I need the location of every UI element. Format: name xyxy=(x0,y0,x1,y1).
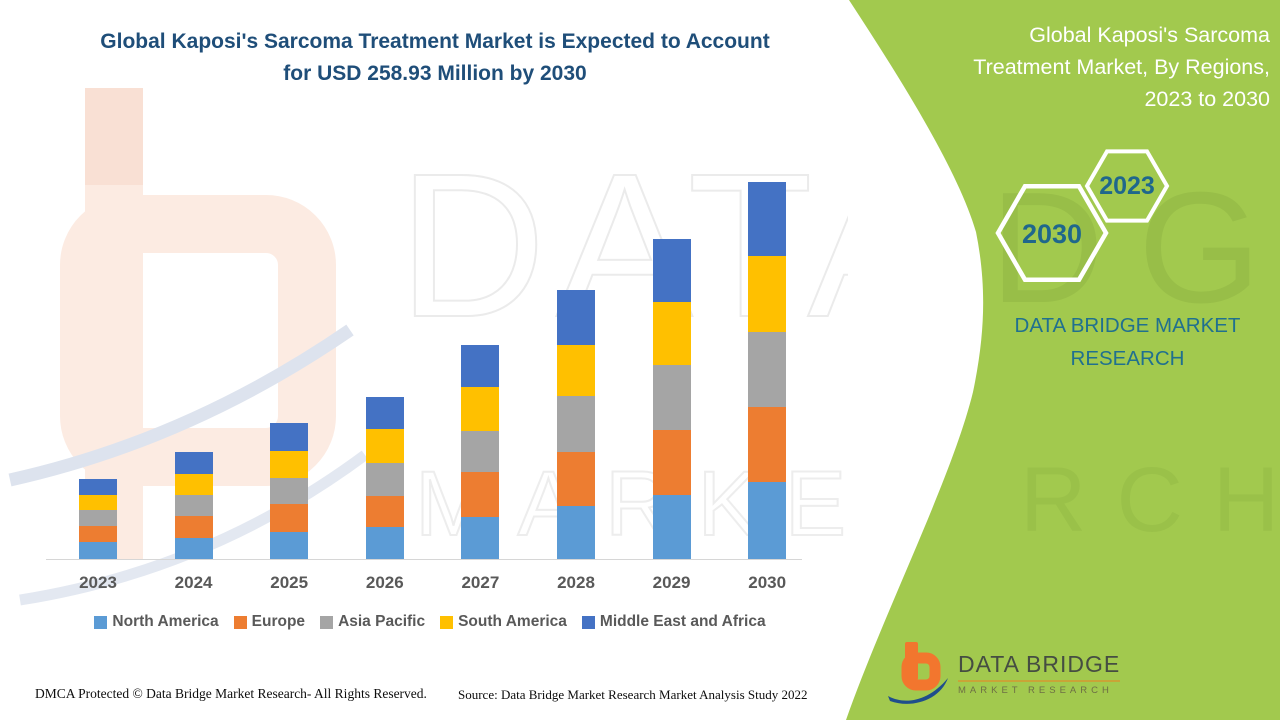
bar-2029 xyxy=(652,238,691,559)
legend-marker xyxy=(320,615,334,629)
company-logo: DATA BRIDGE MARKET RESEARCH xyxy=(886,638,1121,708)
segment-asia-pacific-2030 xyxy=(748,332,787,407)
hexagon-2023-label: 2023 xyxy=(1099,172,1155,200)
segment-north-america-2024 xyxy=(174,537,213,559)
stacked-bar-chart: 2023 2024 2025 2026 2027 2028 2029 2030 North A… xyxy=(46,100,810,640)
year-hexagons: 2030 2023 xyxy=(995,149,1170,283)
legend-marker xyxy=(94,615,108,629)
company-logo-subtitle: MARKET RESEARCH xyxy=(958,684,1113,696)
panel-brand-line1: DATA BRIDGE MARKET xyxy=(1014,314,1241,337)
segment-north-america-2029 xyxy=(652,494,691,559)
segment-middle-east-and-africa-2029 xyxy=(652,238,691,303)
segment-middle-east-and-africa-2027 xyxy=(461,345,500,388)
segment-south-america-2027 xyxy=(461,387,500,431)
bar-2023 xyxy=(79,479,117,559)
segment-europe-2024 xyxy=(174,516,213,538)
bar-2025 xyxy=(270,422,309,559)
company-logo-rule xyxy=(958,679,1121,682)
segment-north-america-2026 xyxy=(365,527,404,559)
hexagon-2023 xyxy=(1084,149,1170,223)
bar-2024 xyxy=(174,452,213,559)
panel-brand-text: DATA BRIDGE MARKET RESEARCH xyxy=(985,310,1270,376)
legend-item-north-america: North America xyxy=(94,613,219,631)
segment-asia-pacific-2023 xyxy=(79,510,117,526)
legend-label: Middle East and Africa xyxy=(599,613,766,630)
segment-asia-pacific-2026 xyxy=(365,462,404,496)
footer-dmca-text: DMCA Protected © Data Bridge Market Rese… xyxy=(35,686,427,701)
segment-south-america-2023 xyxy=(79,495,117,511)
chart-title: Global Kaposi's Sarcoma Treatment Market… xyxy=(100,30,770,85)
x-axis-label-2027: 2027 xyxy=(461,573,500,592)
panel-brand-line2: RESEARCH xyxy=(1070,346,1185,370)
legend-label: South America xyxy=(458,613,567,630)
segment-europe-2027 xyxy=(461,471,500,517)
hexagon-2030-label: 2030 xyxy=(1022,219,1082,249)
segment-europe-2029 xyxy=(652,430,691,495)
segment-middle-east-and-africa-2028 xyxy=(557,289,595,345)
segment-south-america-2029 xyxy=(652,302,691,366)
segment-north-america-2025 xyxy=(270,532,309,559)
chart-legend: North America Europe Asia Pacific South Ame… xyxy=(50,613,810,631)
segment-europe-2028 xyxy=(557,452,595,506)
legend-item-middle-east-and-africa: Middle East and Africa xyxy=(581,613,766,631)
segment-middle-east-and-africa-2025 xyxy=(270,422,309,452)
x-axis-label-2029: 2029 xyxy=(652,573,691,592)
legend-marker xyxy=(440,615,454,629)
segment-europe-2023 xyxy=(79,525,117,543)
segment-south-america-2025 xyxy=(270,451,309,479)
segment-middle-east-and-africa-2023 xyxy=(79,479,117,496)
segment-asia-pacific-2027 xyxy=(461,430,500,472)
segment-south-america-2026 xyxy=(365,428,404,463)
legend-marker xyxy=(233,615,247,629)
segment-europe-2026 xyxy=(365,495,404,527)
segment-north-america-2023 xyxy=(79,542,117,559)
company-logo-icon xyxy=(888,642,948,704)
segment-north-america-2028 xyxy=(557,505,595,559)
panel-title: Global Kaposi's Sarcoma Treatment Market… xyxy=(973,23,1270,111)
x-axis-label-2024: 2024 xyxy=(174,573,213,592)
segment-asia-pacific-2024 xyxy=(174,495,213,517)
x-axis-label-2026: 2026 xyxy=(365,573,404,592)
x-axis-label-2023: 2023 xyxy=(79,573,117,592)
x-axis-line xyxy=(46,559,802,560)
segment-asia-pacific-2028 xyxy=(557,395,595,453)
legend-label: Asia Pacific xyxy=(338,613,426,630)
segment-asia-pacific-2029 xyxy=(652,365,691,431)
segment-north-america-2030 xyxy=(748,482,787,559)
bar-2028 xyxy=(557,289,595,559)
legend-item-asia-pacific: Asia Pacific xyxy=(320,613,425,631)
footer-source-text: Source: Data Bridge Market Research Mark… xyxy=(458,687,808,702)
legend-label: Europe xyxy=(251,613,306,630)
segment-middle-east-and-africa-2026 xyxy=(365,396,404,429)
segment-asia-pacific-2025 xyxy=(270,478,309,505)
segment-north-america-2027 xyxy=(461,516,500,559)
legend-item-south-america: South America xyxy=(440,613,567,631)
x-axis-label-2025: 2025 xyxy=(270,573,309,592)
bar-2030 xyxy=(748,182,787,559)
legend-label: North America xyxy=(112,613,219,630)
segment-middle-east-and-africa-2030 xyxy=(748,182,787,256)
segment-europe-2025 xyxy=(270,504,309,533)
x-axis-label-2028: 2028 xyxy=(557,573,595,592)
x-axis-label-2030: 2030 xyxy=(748,573,787,592)
company-logo-name: DATA BRIDGE xyxy=(958,650,1121,677)
segment-south-america-2030 xyxy=(748,256,787,332)
segment-south-america-2024 xyxy=(174,473,213,496)
bar-2027 xyxy=(461,345,500,559)
legend-marker xyxy=(581,615,595,629)
bar-2026 xyxy=(365,396,404,559)
segment-middle-east-and-africa-2024 xyxy=(174,452,213,474)
hexagon-2030 xyxy=(995,183,1109,283)
segment-europe-2030 xyxy=(748,407,787,482)
segment-south-america-2028 xyxy=(557,344,595,396)
legend-item-europe: Europe xyxy=(233,613,306,631)
